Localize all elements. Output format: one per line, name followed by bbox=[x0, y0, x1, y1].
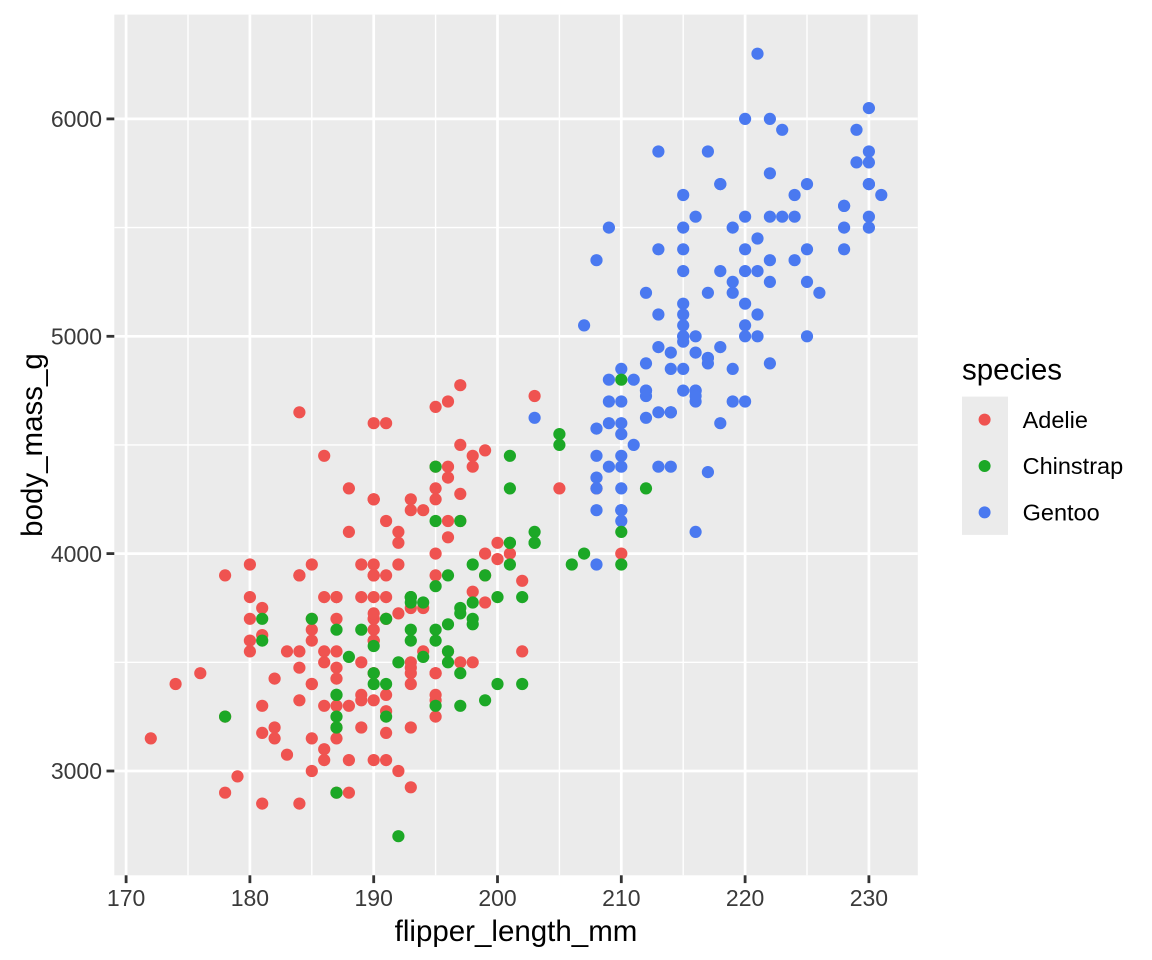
svg-text:190: 190 bbox=[355, 885, 393, 911]
svg-text:200: 200 bbox=[478, 885, 516, 911]
svg-text:4000: 4000 bbox=[51, 541, 102, 567]
svg-text:3000: 3000 bbox=[51, 758, 102, 784]
svg-text:flipper_length_mm: flipper_length_mm bbox=[395, 915, 638, 948]
svg-text:body_mass_g: body_mass_g bbox=[16, 353, 49, 537]
svg-text:6000: 6000 bbox=[51, 106, 102, 132]
svg-text:Chinstrap: Chinstrap bbox=[1023, 453, 1124, 479]
svg-text:210: 210 bbox=[602, 885, 640, 911]
svg-text:species: species bbox=[962, 354, 1062, 387]
svg-text:170: 170 bbox=[107, 885, 145, 911]
svg-text:220: 220 bbox=[726, 885, 764, 911]
svg-text:Gentoo: Gentoo bbox=[1023, 500, 1100, 526]
svg-text:180: 180 bbox=[231, 885, 269, 911]
svg-text:230: 230 bbox=[850, 885, 888, 911]
svg-text:Adelie: Adelie bbox=[1023, 407, 1088, 433]
svg-text:5000: 5000 bbox=[51, 324, 102, 350]
